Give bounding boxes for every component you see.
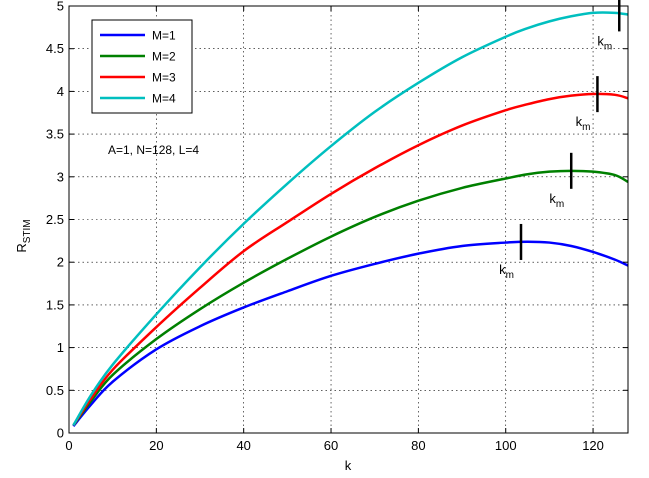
legend-label-m1: M=1	[152, 29, 176, 43]
x-tick-label: 100	[495, 438, 517, 453]
y-tick-label: 2	[57, 255, 64, 270]
x-tick-label: 0	[65, 438, 72, 453]
y-tick-label: 0	[57, 426, 64, 441]
km-label-m1: km	[499, 262, 514, 281]
tick-layer: 0 20 40 60 80 100 120 0 0.5 1 1.5 2 2.5 3 3.5 4 4.5 5	[46, 0, 628, 453]
km-label-m3: km	[576, 114, 591, 133]
y-tick-label: 3.5	[46, 127, 64, 142]
x-tick-label: 120	[582, 438, 604, 453]
series-line-m1	[72, 240, 629, 427]
y-axis-label: RSTIM	[14, 219, 33, 252]
marker-layer: km km km km	[499, 0, 621, 281]
series-layer	[72, 11, 629, 427]
grid-layer	[69, 6, 628, 433]
km-label-m2: km	[549, 191, 564, 210]
params-annotation: A=1, N=128, L=4	[108, 143, 199, 157]
x-tick-label: 60	[324, 438, 338, 453]
y-axis-label-sub: STIM	[22, 219, 33, 243]
x-axis-label: k	[345, 458, 352, 473]
y-axis-label-main: R	[14, 243, 29, 252]
x-tick-label: 40	[236, 438, 250, 453]
series-line-m2	[72, 169, 629, 427]
legend: M=1 M=2 M=3 M=4	[91, 19, 193, 114]
y-tick-label: 2.5	[46, 212, 64, 227]
y-tick-label: 1.5	[46, 297, 64, 312]
y-tick-label: 1	[57, 340, 64, 355]
x-tick-label: 80	[411, 438, 425, 453]
y-tick-label: 3	[57, 169, 64, 184]
series-line-m3	[72, 92, 629, 426]
x-tick-label: 20	[149, 438, 163, 453]
y-tick-label: 4.5	[46, 41, 64, 56]
y-tick-label: 4	[57, 84, 64, 99]
km-label-m4: km	[597, 33, 612, 52]
legend-label-m4: M=4	[152, 92, 176, 106]
y-tick-label: 0.5	[46, 383, 64, 398]
legend-label-m3: M=3	[152, 71, 176, 85]
series-line-m4	[72, 11, 629, 426]
legend-label-m2: M=2	[152, 50, 176, 64]
y-tick-label: 5	[57, 0, 64, 14]
